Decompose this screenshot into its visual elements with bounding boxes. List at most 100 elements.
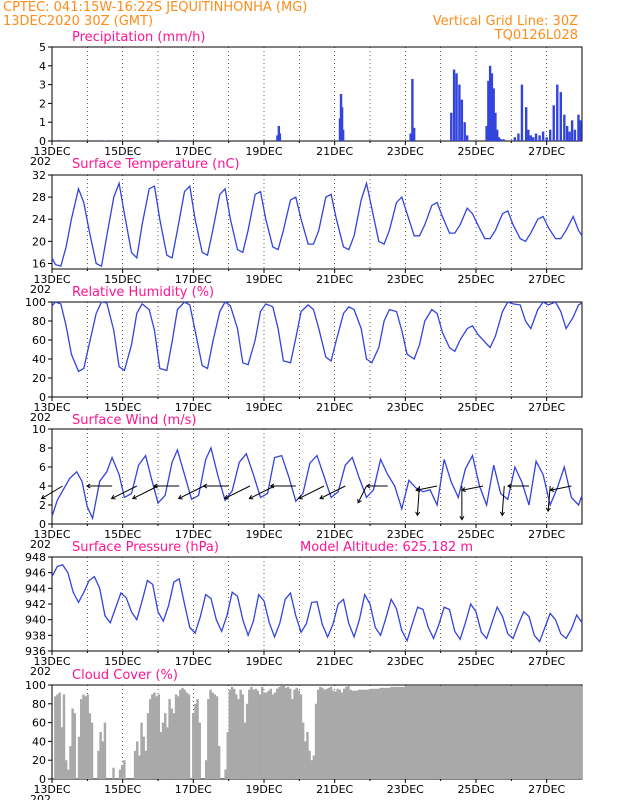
wind-xtick-label: 17DEC <box>175 528 212 541</box>
cloud-bar <box>140 722 143 779</box>
precipitation-xtick-label: 23DEC <box>387 145 424 158</box>
cloud-cover-ytick-label: 60 <box>32 717 46 730</box>
precip-bar <box>341 129 345 141</box>
cloud-bar <box>256 690 260 779</box>
cloud-bar <box>426 685 430 779</box>
cloud-bar <box>573 685 576 779</box>
pressure-xtick-label: 21DEC <box>316 655 353 668</box>
precip-bar <box>103 140 107 141</box>
precip-bar <box>340 107 344 141</box>
cloud-bar <box>241 694 245 779</box>
wind-xtick-label: 21DEC <box>316 528 353 541</box>
wind-vector-head <box>549 487 555 492</box>
cloud-bar <box>235 694 238 779</box>
precipitation-ytick-label: 3 <box>39 79 46 92</box>
wind-xtick-label: 13DEC <box>33 528 70 541</box>
precip-bar <box>499 139 502 141</box>
humidity-xtick-label: 27DEC <box>528 401 565 414</box>
cloud-cover-ytick-label: 80 <box>32 698 46 711</box>
wind-vector <box>416 485 438 491</box>
wind-xtick-label: 19DEC <box>245 528 282 541</box>
cloud-bar <box>487 685 490 779</box>
cloud-bar <box>112 767 115 779</box>
cloud-bar <box>491 685 494 779</box>
wind-xtick-label: 23DEC <box>387 528 424 541</box>
cloud-bar <box>469 685 473 779</box>
precip-bar <box>556 84 559 141</box>
temperature-xtick-label: 17DEC <box>175 273 212 286</box>
cloud-bar <box>560 685 563 779</box>
cloud-bar <box>476 685 479 779</box>
cloud-bar <box>295 687 298 779</box>
cloud-bar <box>556 685 559 779</box>
cloud-bar <box>508 685 512 779</box>
cloud-bar <box>312 755 316 779</box>
precip-bar <box>496 129 499 141</box>
cloud-bar <box>562 685 566 779</box>
wind-vector-head <box>131 494 137 500</box>
cloud-bar <box>148 699 152 779</box>
cloud-bar <box>398 686 402 779</box>
cloud-bar <box>144 750 148 779</box>
precipitation-xtick-label: 27DEC <box>528 145 565 158</box>
cloud-bar <box>120 764 124 779</box>
pressure-ytick-label: 940 <box>25 614 46 627</box>
wind-vector-head <box>459 515 465 521</box>
cloud-bar <box>317 689 320 779</box>
cloud-bar <box>523 685 527 779</box>
cloud-bar <box>308 750 311 779</box>
cloud-bar <box>250 686 253 779</box>
cloud-bar <box>506 685 510 779</box>
cloud-bar <box>495 685 499 779</box>
precip-bar <box>534 133 538 141</box>
temperature-ytick-label: 28 <box>32 191 46 204</box>
cloud-bar <box>396 686 400 779</box>
humidity-cut-label: 202 <box>30 411 51 424</box>
cloud-bar <box>375 688 378 779</box>
cloud-bar <box>176 696 180 779</box>
cloud-bar <box>461 685 464 779</box>
cloud-bar <box>187 694 191 779</box>
wind-title: Surface Wind (m/s) <box>72 413 196 428</box>
wind-vector-head <box>507 483 512 489</box>
cloud-bar <box>71 708 74 779</box>
wind-vector <box>461 485 484 491</box>
cloud-bar <box>405 685 408 779</box>
temperature-xtick-label: 27DEC <box>528 273 565 286</box>
cloud-bar <box>142 736 145 779</box>
cloud-bar <box>373 688 376 779</box>
wind-ytick-label: 6 <box>39 461 46 474</box>
cloud-bar <box>172 713 176 779</box>
precip-bar <box>529 135 532 141</box>
cloud-bar <box>431 685 434 779</box>
cloud-bar <box>448 685 451 779</box>
cloud-bar <box>164 713 167 779</box>
cloud-bar <box>245 703 249 779</box>
cloud-bar <box>379 687 382 779</box>
wind-ytick-label: 10 <box>32 423 46 436</box>
cloud-bar <box>291 699 294 779</box>
humidity-xtick-label: 15DEC <box>104 401 141 414</box>
cloud-cover-ytick-label: 20 <box>32 754 46 767</box>
cloud-bar <box>118 769 122 779</box>
cloud-bar <box>457 685 460 779</box>
wind-ytick-label: 4 <box>39 480 46 493</box>
cloud-bar <box>157 694 161 779</box>
cloud-bar <box>418 685 421 779</box>
cloud-bar <box>551 685 555 779</box>
cloud-bar <box>571 685 574 779</box>
precip-bar <box>568 131 571 141</box>
wind-ytick-label: 2 <box>39 499 46 512</box>
precipitation-panel: Precipitation (mm/h) 0 1 2 3 4 5 13DEC 15DEC 17D… <box>30 30 583 168</box>
cloud-bar <box>553 685 557 779</box>
cloud-bar <box>325 688 329 779</box>
cloud-bar <box>168 699 171 779</box>
cloud-bar <box>342 688 346 779</box>
cloud-bar <box>429 685 432 779</box>
cloud-bar <box>439 685 443 779</box>
cloud-bar <box>80 699 83 779</box>
cloud-bar <box>532 685 535 779</box>
cloud-bar <box>467 685 471 779</box>
pressure-xtick-label: 19DEC <box>245 655 282 668</box>
